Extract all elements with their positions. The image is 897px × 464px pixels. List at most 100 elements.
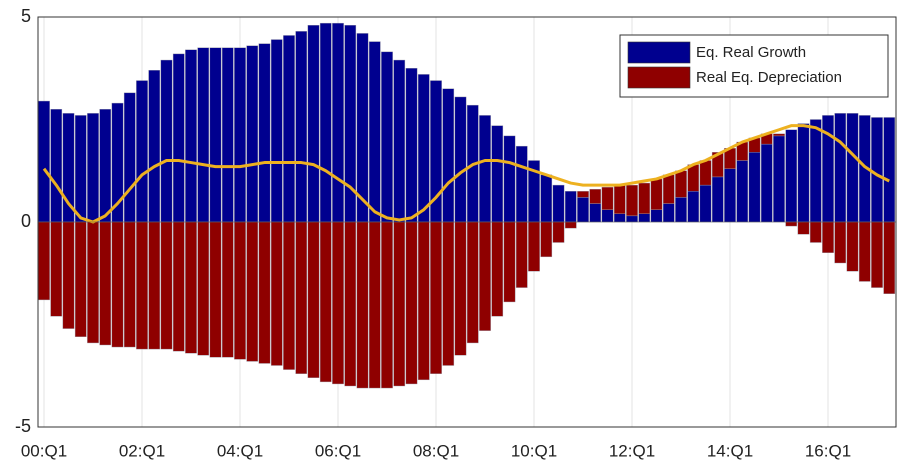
bar: [638, 213, 651, 223]
bar: [650, 209, 663, 223]
x-tick-label: 02:Q1: [119, 441, 165, 460]
bar: [246, 45, 259, 223]
bar: [834, 113, 847, 223]
bar: [564, 191, 577, 223]
bar: [466, 221, 479, 344]
x-tick-label: 10:Q1: [511, 441, 557, 460]
bar: [528, 221, 540, 272]
bar: [515, 221, 528, 288]
bar: [148, 70, 161, 223]
bar: [809, 119, 822, 223]
bar: [197, 47, 210, 223]
bar: [417, 74, 430, 223]
x-tick-label: 06:Q1: [315, 441, 361, 460]
bar: [209, 47, 222, 223]
bar: [332, 22, 344, 223]
bar: [319, 221, 332, 383]
bar: [74, 115, 87, 223]
bar: [589, 203, 602, 223]
bar: [503, 221, 516, 303]
bar: [724, 168, 736, 223]
bar: [295, 221, 308, 374]
bar: [87, 113, 99, 223]
bar: [613, 184, 626, 215]
bar: [711, 176, 724, 223]
bar: [442, 88, 455, 223]
bar: [503, 135, 516, 223]
bar: [258, 221, 271, 364]
bar: [283, 35, 295, 223]
bar: [442, 221, 455, 366]
bar: [846, 221, 859, 272]
x-tick-label: 12:Q1: [609, 441, 655, 460]
bar: [454, 221, 467, 356]
bar: [601, 209, 614, 223]
bar: [675, 170, 687, 198]
bar: [699, 160, 712, 186]
bar: [246, 221, 259, 362]
bar: [209, 221, 222, 358]
bar: [626, 184, 638, 217]
bar: [160, 221, 173, 350]
bar: [87, 221, 99, 344]
bar: [748, 152, 761, 223]
bar: [38, 100, 50, 223]
bar: [221, 47, 234, 223]
x-tick-label: 14:Q1: [707, 441, 753, 460]
bar: [381, 51, 393, 223]
bar: [785, 129, 798, 223]
bar: [74, 221, 87, 338]
bar: [185, 221, 197, 354]
bar: [736, 160, 749, 223]
legend-label: Eq. Real Growth: [696, 44, 806, 61]
bar: [577, 197, 589, 223]
x-tick-label: 04:Q1: [217, 441, 263, 460]
bar: [405, 68, 418, 223]
bar: [393, 221, 406, 387]
bar: [393, 59, 406, 223]
bar: [405, 221, 418, 385]
bar: [344, 221, 357, 387]
bar: [417, 221, 430, 381]
bar: [638, 182, 651, 215]
bar: [564, 221, 577, 229]
bar: [172, 53, 185, 223]
bar: [846, 113, 859, 223]
bar: [760, 143, 773, 223]
bar: [809, 221, 822, 243]
bar: [834, 221, 847, 264]
bar: [871, 221, 883, 288]
bar: [589, 188, 602, 204]
bar: [270, 39, 283, 223]
bar: [552, 221, 565, 243]
bar: [797, 221, 810, 235]
bar: [662, 203, 675, 223]
bar: [99, 109, 112, 223]
bar: [699, 184, 712, 223]
bar: [221, 221, 234, 358]
bar: [626, 215, 638, 223]
bar: [871, 117, 883, 223]
bar: [797, 123, 810, 223]
bar: [148, 221, 161, 350]
line: [42, 124, 890, 224]
bar: [601, 186, 614, 210]
bar: [785, 221, 798, 227]
bar: [172, 221, 185, 352]
bar: [883, 221, 896, 294]
x-tick-label: 08:Q1: [413, 441, 459, 460]
bar: [160, 59, 173, 223]
bar: [515, 145, 528, 223]
bar: [650, 178, 663, 210]
bar: [858, 221, 871, 282]
bar: [552, 184, 565, 223]
bar: [491, 125, 504, 223]
bar: [356, 221, 369, 389]
bar: [883, 117, 896, 223]
bar: [479, 221, 491, 331]
plot-frame: [37, 16, 897, 428]
bar: [99, 221, 112, 346]
bar: [687, 191, 700, 223]
bar: [822, 221, 834, 253]
